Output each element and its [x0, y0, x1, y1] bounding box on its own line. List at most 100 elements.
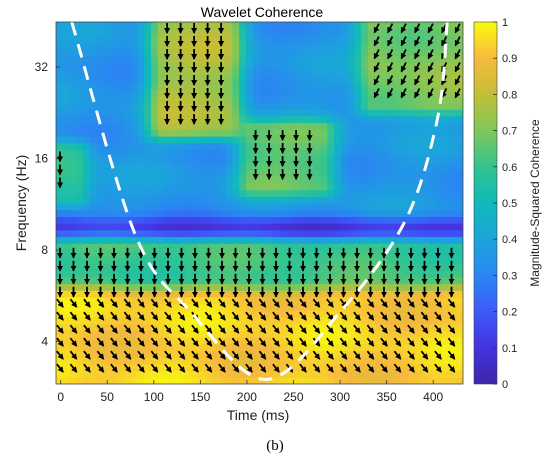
heatmap-cell [137, 216, 145, 224]
heatmap-cell [198, 303, 206, 311]
heatmap-cell [354, 370, 362, 378]
heatmap-cell [388, 337, 396, 345]
heatmap-cell [395, 249, 403, 258]
heatmap-cell [435, 209, 444, 217]
heatmap-cell [361, 283, 369, 291]
phase-arrow [454, 88, 461, 99]
heatmap-cell [273, 189, 281, 197]
heatmap-cell [300, 75, 308, 83]
phase-arrow [339, 311, 348, 321]
heatmap-cell [388, 350, 396, 358]
heatmap-cell [239, 377, 247, 384]
heatmap-cell [137, 223, 145, 231]
heatmap-cell [164, 95, 172, 104]
heatmap-cell [395, 142, 403, 150]
heatmap-cell [401, 357, 410, 365]
heatmap-cell [334, 169, 342, 177]
heatmap-cell [171, 149, 179, 157]
heatmap-cell [368, 370, 376, 378]
heatmap-cell [266, 115, 274, 124]
heatmap-cell [415, 135, 423, 144]
heatmap-cell [130, 263, 138, 271]
phase-arrow [204, 324, 213, 334]
heatmap-cell [205, 343, 213, 352]
heatmap-cell [184, 68, 193, 77]
heatmap-cell [449, 129, 457, 137]
heatmap-cell [354, 256, 362, 264]
heatmap-cell [395, 256, 403, 264]
heatmap-cell [76, 109, 84, 117]
heatmap-cell [408, 129, 417, 137]
heatmap-cell [442, 209, 451, 217]
heatmap-cell [184, 156, 193, 164]
heatmap-cell [259, 343, 267, 352]
heatmap-cell [279, 142, 288, 150]
heatmap-cell [89, 22, 98, 30]
heatmap-cell [273, 122, 281, 130]
heatmap-cell [171, 42, 179, 50]
heatmap-cell [354, 62, 362, 70]
heatmap-cell [205, 62, 213, 70]
heatmap-cell [449, 377, 457, 384]
heatmap-cell [422, 229, 430, 238]
heatmap-cell [313, 343, 322, 352]
heatmap-cell [76, 129, 84, 137]
heatmap-cell [273, 223, 281, 231]
heatmap-cell [429, 249, 437, 258]
heatmap-cell [103, 276, 111, 285]
heatmap-cell [89, 343, 98, 352]
heatmap-cell [69, 370, 77, 378]
heatmap-cell [266, 276, 274, 285]
heatmap-cell [157, 55, 166, 63]
heatmap-cell [374, 129, 383, 137]
heatmap-cell [83, 377, 91, 384]
heatmap-cell [76, 350, 84, 358]
heatmap-cell [198, 290, 206, 298]
heatmap-cell [198, 270, 206, 278]
heatmap-cell [279, 216, 288, 224]
heatmap-cell [191, 176, 200, 184]
heatmap-cell [56, 377, 64, 384]
heatmap-cell [205, 229, 213, 238]
phase-arrow [373, 23, 380, 34]
heatmap-cell [442, 68, 451, 77]
heatmap-cell [137, 196, 145, 204]
y-tick-label: 4 [41, 335, 48, 349]
heatmap-cell [354, 68, 362, 77]
heatmap-cell [130, 363, 138, 372]
heatmap-cell [320, 176, 328, 184]
heatmap-cell [361, 337, 369, 345]
heatmap-cell [429, 162, 437, 171]
heatmap-cell [327, 236, 335, 244]
heatmap-cell [164, 48, 172, 57]
heatmap-cell [381, 68, 389, 77]
heatmap-cell [320, 115, 328, 124]
heatmap-cell [103, 223, 111, 231]
phase-arrow [339, 350, 348, 360]
heatmap-cell [89, 182, 98, 191]
heatmap-cell [225, 129, 233, 137]
heatmap-cell [178, 236, 186, 244]
heatmap-cell [429, 129, 437, 137]
heatmap-cell [252, 229, 261, 238]
heatmap-cell [178, 169, 186, 177]
heatmap-cell [184, 122, 193, 130]
heatmap-cell [191, 343, 200, 352]
heatmap-cell [381, 236, 389, 244]
heatmap-cell [184, 256, 193, 264]
heatmap-cell [435, 276, 444, 285]
heatmap-cell [306, 62, 315, 70]
heatmap-cell [218, 42, 227, 50]
heatmap-cell [178, 28, 186, 36]
heatmap-cell [340, 223, 349, 231]
heatmap-cell [56, 35, 64, 43]
phase-arrow [204, 311, 213, 321]
phase-arrow [434, 350, 442, 360]
heatmap-cell [245, 122, 254, 130]
heatmap-cell [69, 149, 77, 157]
heatmap-cell [286, 310, 295, 318]
heatmap-cell [266, 55, 274, 63]
heatmap-cell [171, 216, 179, 224]
heatmap-cell [266, 243, 274, 251]
heatmap-cell [381, 290, 389, 298]
